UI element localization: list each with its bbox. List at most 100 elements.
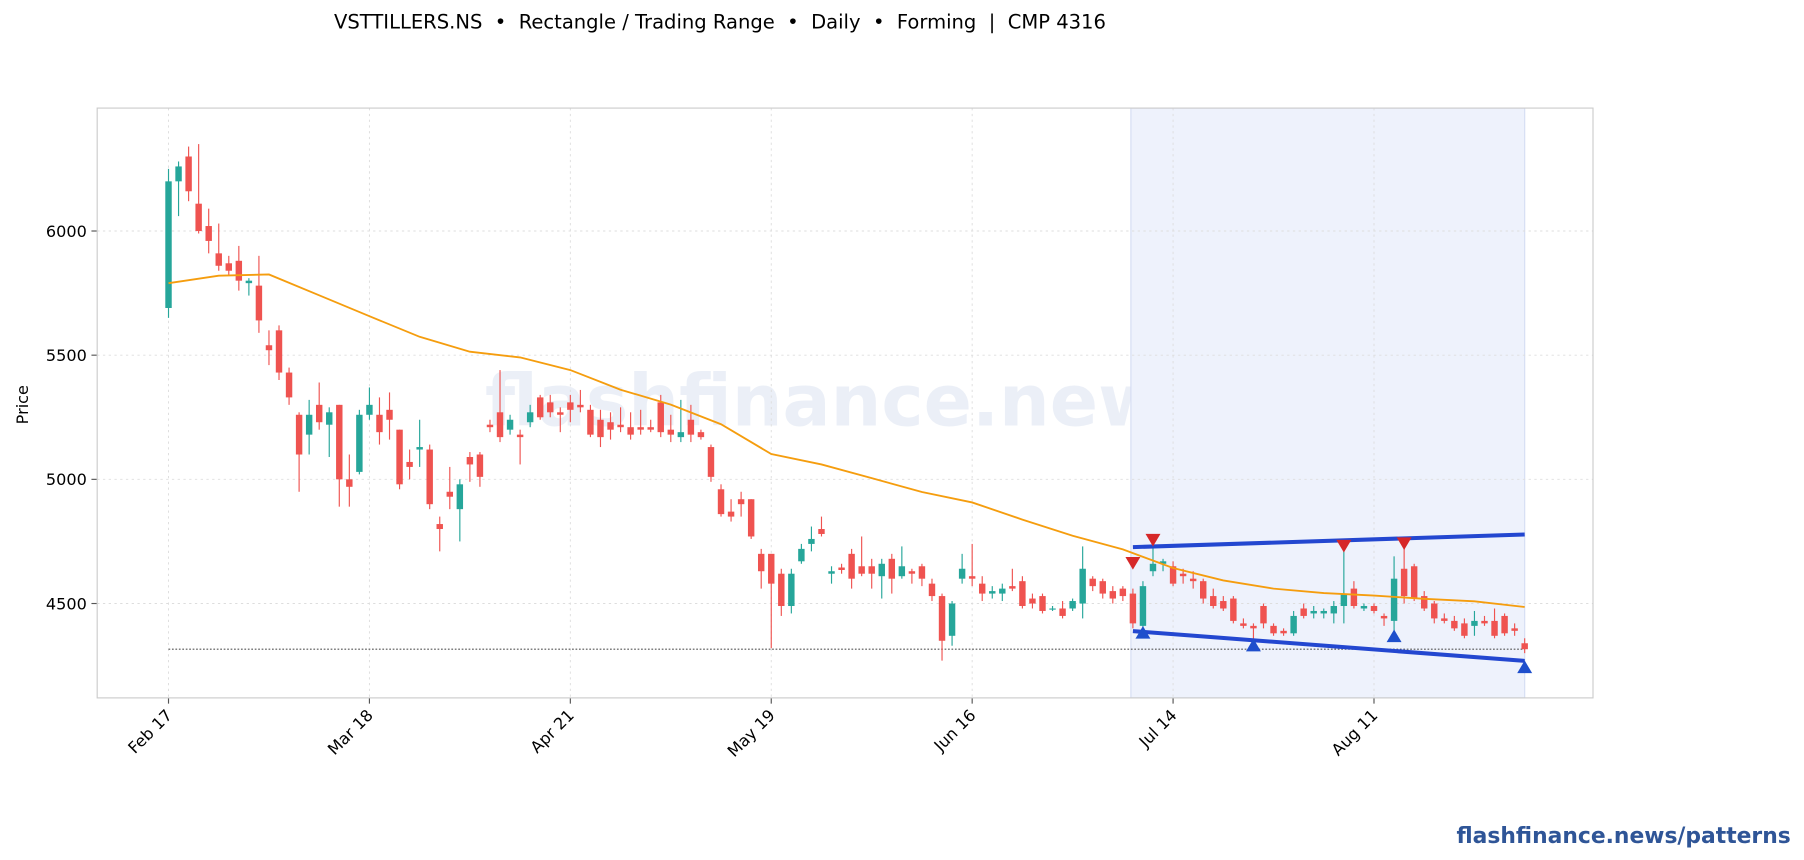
candle-body bbox=[326, 412, 333, 425]
footer-link: flashfinance.news/patterns bbox=[1456, 824, 1790, 849]
candle-body bbox=[1400, 568, 1408, 597]
candle-body bbox=[898, 566, 906, 577]
candle-body bbox=[1360, 606, 1368, 609]
candle-body bbox=[657, 402, 664, 433]
candle-body bbox=[1481, 620, 1488, 624]
candle-body bbox=[235, 260, 243, 281]
pivot-high bbox=[1145, 533, 1161, 547]
candle-body bbox=[808, 538, 815, 544]
candle-body bbox=[757, 553, 765, 572]
candle-body bbox=[1210, 596, 1217, 607]
candle-body bbox=[747, 499, 755, 537]
candle-body bbox=[1059, 608, 1066, 616]
candle-body bbox=[958, 568, 966, 579]
y-axis-label: Price bbox=[13, 385, 32, 424]
pivot-low bbox=[1517, 660, 1533, 674]
candle-body bbox=[506, 419, 514, 430]
candle-body bbox=[999, 588, 1006, 594]
candle-body bbox=[1471, 620, 1478, 626]
candle-body bbox=[386, 409, 393, 420]
moving-average bbox=[168, 273, 1525, 608]
candle-body bbox=[205, 226, 212, 241]
y-tick-label: 5500 bbox=[46, 346, 87, 365]
pivot-high bbox=[1125, 556, 1141, 570]
candle-body bbox=[788, 573, 795, 607]
candle-body bbox=[868, 566, 875, 574]
candle-body bbox=[557, 412, 564, 415]
candle-body bbox=[476, 454, 484, 477]
candle-body bbox=[1139, 586, 1147, 626]
candle-body bbox=[305, 414, 313, 435]
pivot-high bbox=[1336, 539, 1352, 553]
candle-body bbox=[175, 166, 182, 182]
candle-body bbox=[185, 156, 192, 192]
candle-body bbox=[697, 432, 705, 438]
candle-body bbox=[1380, 615, 1388, 619]
candle-body bbox=[597, 419, 604, 438]
candle-body bbox=[1260, 606, 1267, 624]
candle-body bbox=[1099, 581, 1106, 594]
candle-body bbox=[366, 404, 373, 415]
candle-body bbox=[295, 414, 303, 455]
candle-body bbox=[1220, 601, 1227, 609]
candle-body bbox=[1431, 603, 1438, 619]
candle-body bbox=[878, 563, 885, 577]
chart-title: VSTTILLERS.NS • Rectangle / Trading Rang… bbox=[334, 11, 1106, 34]
candle-body bbox=[426, 449, 433, 505]
pivot-high bbox=[1396, 537, 1412, 550]
candle-body bbox=[1149, 563, 1157, 572]
candle-body bbox=[526, 412, 534, 423]
candle-body bbox=[165, 181, 172, 308]
candle-body bbox=[406, 461, 413, 467]
candle-body bbox=[1491, 620, 1498, 636]
candle-body bbox=[637, 427, 644, 430]
candle-body bbox=[1049, 608, 1056, 610]
candle-body bbox=[195, 203, 202, 232]
candle-body bbox=[215, 253, 222, 266]
candle-body bbox=[1441, 618, 1448, 621]
candle-body bbox=[496, 412, 504, 438]
candle-body bbox=[1501, 615, 1508, 634]
candle-body bbox=[737, 499, 745, 505]
candle-body bbox=[265, 345, 273, 351]
candle-body bbox=[858, 566, 865, 574]
candle-body bbox=[315, 404, 323, 423]
candle-body bbox=[1189, 578, 1197, 582]
candle-body bbox=[1039, 596, 1046, 611]
candle-body bbox=[717, 489, 725, 515]
candle-body bbox=[1159, 561, 1167, 564]
candle-body bbox=[1089, 578, 1096, 587]
candle-body bbox=[396, 429, 403, 485]
candle-body bbox=[1521, 643, 1528, 650]
candle-body bbox=[938, 596, 946, 641]
candle-body bbox=[1320, 610, 1327, 614]
candle-body bbox=[1250, 625, 1257, 629]
candle-body bbox=[1300, 608, 1307, 616]
candle-body bbox=[275, 330, 283, 373]
candle-body bbox=[336, 404, 343, 480]
candle-body bbox=[516, 434, 524, 438]
candle-body bbox=[818, 529, 825, 534]
support-line bbox=[1132, 629, 1525, 663]
candle-body bbox=[908, 571, 916, 574]
candle-body bbox=[1230, 598, 1237, 621]
candle-body bbox=[486, 424, 494, 428]
candle-body bbox=[1240, 623, 1247, 626]
candle-body bbox=[356, 414, 363, 472]
candle-body bbox=[536, 397, 544, 418]
plot-frame bbox=[96, 107, 1594, 699]
candle-body bbox=[1270, 625, 1277, 634]
pivot-low bbox=[1386, 629, 1402, 643]
pivot-low bbox=[1135, 626, 1151, 639]
candle-body bbox=[1109, 591, 1117, 599]
watermark: flashfinance.news bbox=[485, 359, 1206, 442]
candle-body bbox=[1451, 620, 1458, 629]
candle-body bbox=[245, 280, 253, 284]
candle-body bbox=[848, 553, 855, 579]
y-tick-label: 6000 bbox=[46, 222, 87, 241]
candle-body bbox=[838, 567, 845, 570]
candle-body bbox=[828, 571, 835, 574]
candle-body bbox=[607, 422, 614, 430]
